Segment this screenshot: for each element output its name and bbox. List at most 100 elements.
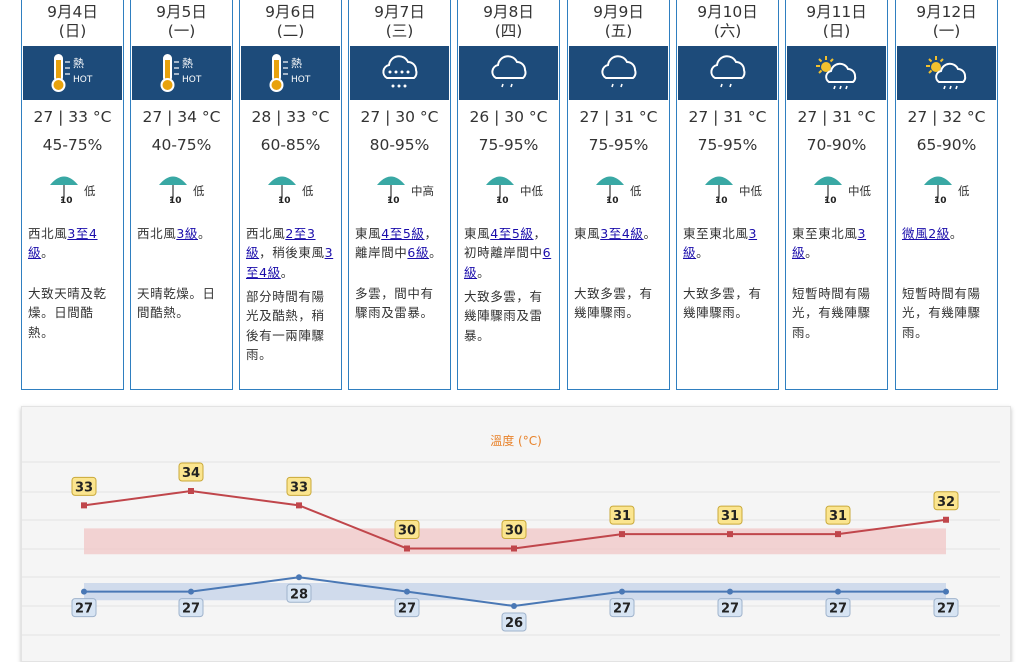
umbrella-icon: 10 — [486, 176, 514, 204]
nine-day-forecast: 9月4日 (日) 熱 HOT 27 | 33 °C 45-75% 10 低西北風3至… — [21, 0, 1007, 392]
forecast-day-5: 9月8日 (四) 26 | 30 °C 75-95% 10 中低 東風4至5級，初時離… — [457, 0, 560, 390]
wind-force-link[interactable]: 級 — [464, 264, 478, 280]
weather-icon-bar: 熱 HOT — [23, 46, 122, 100]
forecast-date: 9月4日 (日) — [22, 3, 123, 41]
max-temp-point — [404, 545, 410, 552]
svg-text:31: 31 — [829, 509, 847, 524]
svg-text:10: 10 — [169, 196, 182, 204]
wind-forecast: 西北風2至3 級，稍後東風3 至4級。 — [246, 224, 337, 282]
wind-text: 。 — [696, 245, 710, 261]
wind-text: 。 — [429, 245, 443, 261]
forecast-day-7: 9月10日 (六) 27 | 31 °C 75-95% 10 中低 東至東北風3 級。大… — [676, 0, 779, 390]
wind-forecast: 西北風3級。 — [137, 224, 228, 243]
forecast-day-9: 9月12日 (一) 27 | 32 °C 65-90% 10 低微風2級。 短暫時間有… — [895, 0, 998, 390]
hot-label: 熱 — [291, 57, 302, 70]
min-temp-point — [81, 588, 87, 595]
max-temp-point — [81, 502, 87, 509]
wind-forecast: 東風3至4級。 — [574, 224, 665, 243]
wind-force-link[interactable]: 3級 — [176, 226, 198, 241]
svg-text:10: 10 — [387, 196, 400, 204]
weather-icon-bar — [350, 46, 449, 100]
max-temp-point — [619, 531, 625, 538]
wind-text: ，稍後東風 — [259, 245, 325, 261]
forecast-date: 9月12日 (一) — [896, 3, 997, 41]
wind-text: 東風 — [574, 226, 601, 241]
wind-force-link[interactable]: 級 — [246, 245, 260, 261]
min-temp-label: 27 — [825, 598, 851, 618]
rain-probability: 10 中高 — [349, 172, 450, 206]
rain-probability-level: 低 — [302, 184, 314, 198]
weekday-label: (日) — [58, 22, 87, 40]
forecast-day-2: 9月5日 (一) 熱 HOT 27 | 34 °C 40-75% 10 低西北風3級… — [130, 0, 233, 390]
forecast-date: 9月8日 (四) — [458, 3, 559, 41]
date-label: 9月11日 — [806, 3, 867, 21]
min-temp-label: 26 — [501, 612, 527, 632]
min-temp-point — [619, 588, 625, 595]
wind-force-link[interactable]: 至4級 — [246, 264, 281, 280]
umbrella-icon: 10 — [377, 176, 405, 204]
umbrella-icon: 10 — [268, 176, 296, 204]
max-temp-label: 30 — [501, 520, 527, 539]
wind-text: 。 — [280, 264, 294, 280]
wind-force-link[interactable]: 3 — [324, 245, 334, 261]
wind-force-link[interactable]: 3至4級 — [600, 226, 644, 241]
svg-text:10: 10 — [606, 196, 619, 204]
temperature-range: 28 | 33 °C — [251, 108, 330, 126]
svg-text:30: 30 — [505, 524, 523, 539]
wind-force-link[interactable]: 3 — [748, 226, 758, 241]
forecast-date: 9月5日 (一) — [131, 3, 232, 41]
wind-forecast: 東至東北風3 級。 — [683, 224, 774, 263]
svg-text:31: 31 — [721, 509, 739, 524]
weather-description: 天晴乾燥。日間酷熱。 — [137, 286, 216, 321]
rain-probability-level: 中低 — [739, 184, 762, 198]
weekday-label: (三) — [385, 22, 414, 40]
wind-force-link[interactable]: 6級 — [407, 245, 430, 261]
min-temp-point — [296, 574, 302, 581]
max-temp-point — [835, 531, 841, 538]
min-temp-point — [835, 588, 841, 595]
max-temp-label: 31 — [717, 505, 743, 525]
svg-text:10: 10 — [496, 196, 509, 204]
wind-force-link[interactable]: 4至5級 — [381, 226, 425, 241]
min-temp-label: 27 — [71, 598, 97, 618]
rain-probability-level: 中低 — [520, 184, 543, 198]
wind-force-link[interactable]: 級 — [792, 245, 806, 261]
weekday-label: (六) — [713, 22, 742, 40]
weather-description: 大致多雲，有幾陣驟雨。 — [683, 286, 762, 321]
wind-force-link[interactable]: 級 — [28, 245, 42, 261]
max-temp-point — [727, 531, 733, 538]
wind-force-link[interactable]: 2至3 — [285, 226, 316, 241]
wind-force-link[interactable]: 4至5級 — [490, 226, 534, 241]
wind-text: 東至東北風 — [683, 226, 749, 241]
date-label: 9月9日 — [593, 3, 644, 21]
forecast-day-4: 9月7日 (三) 27 | 30 °C 80-95% 10 中高 東風4至5級，離岸間… — [348, 0, 451, 390]
svg-text:28: 28 — [290, 587, 308, 602]
weather-icon-bar: 熱 HOT — [241, 46, 340, 100]
forecast-day-1: 9月4日 (日) 熱 HOT 27 | 33 °C 45-75% 10 低西北風3至… — [21, 0, 124, 390]
wind-force-link[interactable]: 6 — [542, 245, 552, 261]
svg-text:33: 33 — [290, 480, 308, 495]
rain-probability: 10 低 — [568, 172, 669, 206]
wind-force-link[interactable]: 3 — [857, 226, 867, 241]
forecast-date: 9月7日 (三) — [349, 3, 450, 41]
wind-force-link[interactable]: 級 — [683, 245, 697, 261]
max-temp-label: 33 — [71, 476, 97, 496]
humidity-range: 65-90% — [916, 136, 977, 154]
wind-force-link[interactable]: 微風2級 — [902, 226, 950, 241]
temperature-range: 26 | 30 °C — [469, 108, 548, 126]
rain-probability-level: 中低 — [848, 184, 871, 198]
weather-icon-bar — [678, 46, 777, 100]
min-temp-label: 27 — [394, 598, 420, 618]
min-temp-point — [404, 588, 410, 595]
max-temp-label: 31 — [825, 505, 851, 525]
svg-text:27: 27 — [398, 602, 416, 617]
min-temp-label: 27 — [717, 598, 743, 618]
date-label: 9月4日 — [47, 3, 98, 21]
temperature-chart: 溫度 (°C) 33 34 33 30 30 31 31 31 32 27 27 28 27 26 27 27 2… — [21, 406, 1011, 662]
wind-force-link[interactable]: 3至4 — [67, 226, 98, 241]
wind-forecast: 西北風3至4 級。 — [28, 224, 119, 263]
rain-probability: 10 低 — [22, 172, 123, 206]
max-temp-label: 33 — [286, 476, 312, 496]
svg-text:31: 31 — [613, 509, 631, 524]
weekday-label: (二) — [276, 22, 305, 40]
